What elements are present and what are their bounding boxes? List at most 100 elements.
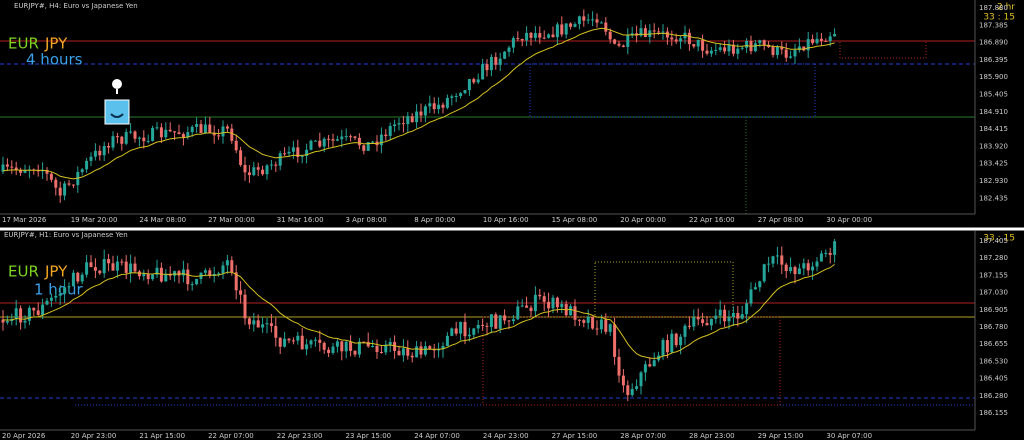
candle-body (494, 314, 498, 329)
candle-body (225, 126, 229, 129)
candle-body (731, 312, 735, 317)
candle-body (432, 349, 436, 351)
price-label: 186.890 (979, 39, 1008, 47)
time-label: 29 Apr 15:00 (758, 432, 804, 440)
candle-body (670, 333, 674, 353)
candle-body (49, 297, 53, 301)
signal-icon[interactable] (104, 99, 130, 125)
candle-body (5, 321, 9, 323)
candle-body (89, 262, 93, 268)
candle-body (230, 260, 234, 273)
candle-body (300, 155, 304, 157)
candle-body (419, 346, 423, 355)
candle-body (802, 46, 806, 51)
candle-body (85, 160, 89, 170)
candle-body (353, 350, 357, 355)
candle-body (269, 323, 273, 327)
time-label: 20 Apr 23:00 (71, 432, 117, 440)
candle-body (247, 172, 251, 176)
candle-body (591, 316, 595, 329)
candle-body (410, 355, 414, 358)
symbol-quote: JPY (44, 35, 68, 53)
price-label: 184.910 (979, 108, 1008, 116)
candle-body (327, 349, 331, 353)
candle-body (155, 267, 159, 275)
candle-body (687, 32, 691, 45)
candle-body (58, 293, 62, 296)
timer-label: 2 hr (997, 3, 1015, 13)
time-label: 24 Apr 23:00 (483, 432, 529, 440)
candle-body (146, 140, 150, 142)
candle-body (709, 318, 713, 326)
price-label: 186.395 (979, 56, 1008, 64)
candle-body (661, 340, 665, 356)
candle-body (525, 32, 529, 41)
candle-body (80, 169, 84, 173)
candle-body (533, 33, 537, 38)
candle-body (243, 164, 247, 173)
candle-body (595, 328, 599, 330)
timeframe: 4 hours (26, 51, 83, 69)
candle-body (14, 308, 18, 320)
time-label: 31 Mar 16:00 (277, 216, 324, 224)
moving-average (2, 27, 835, 180)
candle-body (701, 319, 705, 324)
time-label: 24 Apr 07:00 (414, 432, 460, 440)
candle-body (648, 364, 652, 367)
candle-body (331, 139, 335, 141)
time-label: 23 Apr 15:00 (346, 432, 392, 440)
candle-body (5, 164, 9, 167)
candle-body (142, 273, 146, 277)
candle-body (89, 156, 93, 161)
pen-icon[interactable] (112, 79, 122, 89)
candle-body (195, 278, 199, 285)
candle-body (261, 169, 265, 175)
candle-body (203, 270, 207, 273)
candle-body (151, 274, 155, 280)
candle-body (397, 123, 401, 125)
candle-body (366, 142, 370, 151)
candle-body (401, 348, 405, 356)
candle-body (828, 252, 832, 255)
candle-body (283, 338, 287, 347)
candle-body (762, 264, 766, 282)
candle-body (476, 325, 480, 329)
candle-body (824, 40, 828, 42)
candle-body (384, 134, 388, 137)
candle-body (463, 90, 467, 94)
candle-body (529, 307, 533, 312)
candle-body (709, 50, 713, 54)
candle-body (322, 342, 326, 350)
candle-body (322, 138, 326, 147)
candle-body (203, 124, 207, 133)
candle-body (489, 56, 493, 71)
candle-body (217, 135, 221, 137)
candle-body (591, 19, 595, 21)
candle-body (674, 333, 678, 346)
price-label: 187.030 (979, 289, 1008, 297)
candle-body (393, 124, 397, 127)
candle-body (797, 46, 801, 51)
candle-body (494, 56, 498, 65)
time-label: 10 Apr 16:00 (483, 216, 529, 224)
price-label: 186.280 (979, 392, 1008, 400)
candle-body (384, 344, 388, 353)
candle-body (586, 19, 590, 21)
candle-body (256, 167, 260, 170)
candle-body (599, 319, 603, 330)
candle-body (217, 273, 221, 275)
candle-body (687, 325, 691, 327)
candle-body (349, 136, 353, 138)
candle-body (357, 341, 361, 355)
candle-body (736, 48, 740, 54)
candle-body (63, 183, 67, 196)
candle-body (652, 360, 656, 367)
time-label: 27 Mar 00:00 (208, 216, 255, 224)
candle-body (661, 31, 665, 33)
candle-body (331, 346, 335, 353)
candle-body (309, 340, 313, 345)
symbol-quote: JPY (44, 263, 68, 281)
candle-body (454, 96, 458, 98)
